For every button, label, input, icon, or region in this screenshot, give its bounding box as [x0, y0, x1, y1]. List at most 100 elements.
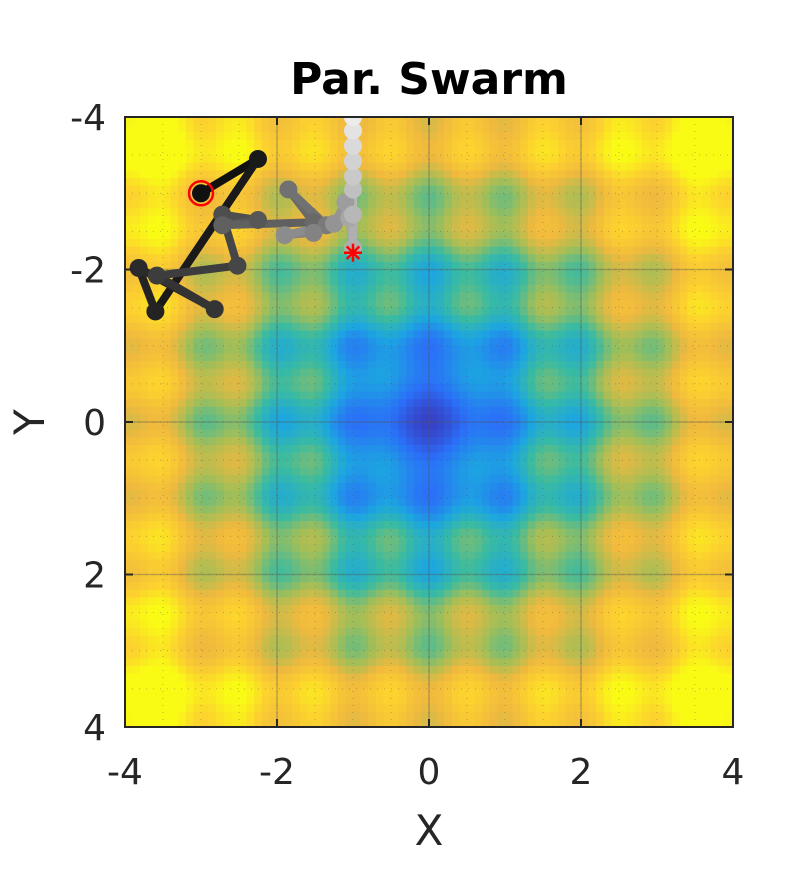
heatmap-cell	[223, 582, 232, 591]
heatmap-cell	[178, 711, 187, 720]
heatmap-cell	[223, 681, 232, 690]
heatmap-cell	[132, 383, 141, 393]
heatmap-cell	[436, 231, 445, 240]
heatmap-cell	[398, 322, 407, 332]
heatmap-cell	[246, 307, 255, 316]
heatmap-cell	[132, 391, 141, 400]
heatmap-cell	[163, 162, 172, 171]
heatmap-cell	[193, 711, 202, 720]
heatmap-cell	[216, 269, 225, 278]
heatmap-cell	[383, 193, 392, 202]
heatmap-cell	[140, 315, 149, 324]
heatmap-cell	[550, 292, 559, 301]
heatmap-cell	[497, 254, 506, 263]
heatmap-cell	[497, 605, 506, 614]
heatmap-cell	[459, 155, 468, 164]
heatmap-cell	[535, 292, 544, 301]
heatmap-cell	[155, 627, 164, 637]
heatmap-cell	[216, 422, 225, 431]
heatmap-cell	[535, 307, 544, 316]
heatmap-cell	[185, 627, 194, 637]
heatmap-cell	[155, 216, 164, 225]
heatmap-cell	[429, 239, 438, 248]
heatmap-cell	[505, 422, 514, 431]
heatmap-cell	[299, 627, 308, 637]
heatmap-cell	[375, 223, 384, 232]
heatmap-cell	[558, 239, 567, 248]
heatmap-cell	[467, 696, 476, 705]
heatmap-cell	[444, 353, 453, 362]
heatmap-cell	[421, 185, 430, 194]
heatmap-cell	[239, 498, 248, 507]
heatmap-cell	[261, 246, 270, 255]
heatmap-cell	[193, 452, 202, 461]
heatmap-cell	[581, 406, 590, 415]
heatmap-cell	[216, 185, 225, 194]
heatmap-cell	[550, 383, 559, 393]
heatmap-cell	[413, 322, 422, 332]
heatmap-cell	[497, 383, 506, 393]
heatmap-cell	[482, 307, 491, 316]
heatmap-cell	[216, 498, 225, 507]
heatmap-cell	[467, 635, 476, 644]
heatmap-cell	[505, 261, 514, 271]
heatmap-cell	[353, 536, 362, 545]
heatmap-cell	[330, 444, 339, 454]
heatmap-cell	[284, 643, 293, 652]
heatmap-cell	[482, 582, 491, 591]
heatmap-cell	[406, 620, 415, 629]
heatmap-cell	[520, 544, 529, 553]
heatmap-cell	[489, 681, 498, 690]
heatmap-cell	[292, 414, 301, 423]
heatmap-cell	[543, 719, 552, 727]
heatmap-cell	[368, 269, 377, 278]
heatmap-cell	[375, 505, 384, 515]
heatmap-cell	[315, 300, 324, 309]
heatmap-cell	[322, 437, 331, 446]
heatmap-cell	[527, 513, 536, 522]
heatmap-cell	[284, 345, 293, 354]
heatmap-cell	[337, 361, 346, 370]
heatmap-cell	[216, 620, 225, 629]
heatmap-cell	[254, 582, 263, 591]
heatmap-cell	[170, 696, 179, 705]
heatmap-cell	[421, 452, 430, 461]
heatmap-cell	[193, 147, 202, 156]
heatmap-cell	[482, 452, 491, 461]
heatmap-cell	[512, 536, 521, 545]
heatmap-cell	[322, 467, 331, 476]
heatmap-cell	[413, 673, 422, 682]
heatmap-cell	[223, 536, 232, 545]
heatmap-cell	[436, 544, 445, 553]
heatmap-cell	[436, 162, 445, 171]
heatmap-cell	[391, 376, 400, 385]
heatmap-cell	[322, 139, 331, 149]
heatmap-cell	[421, 414, 430, 423]
heatmap-cell	[444, 467, 453, 476]
heatmap-cell	[421, 536, 430, 545]
heatmap-cell	[345, 300, 354, 309]
heatmap-cell	[261, 147, 270, 156]
heatmap-cell	[391, 422, 400, 431]
heatmap-cell	[125, 208, 134, 217]
heatmap-cell	[406, 261, 415, 271]
heatmap-cell	[353, 605, 362, 614]
heatmap-cell	[269, 635, 278, 644]
heatmap-cell	[345, 681, 354, 690]
heatmap-cell	[307, 200, 316, 210]
heatmap-cell	[147, 338, 156, 347]
heatmap-cell	[254, 368, 263, 377]
heatmap-cell	[505, 132, 514, 141]
heatmap-cell	[520, 223, 529, 232]
heatmap-cell	[208, 551, 217, 560]
heatmap-cell	[558, 170, 567, 179]
heatmap-cell	[581, 605, 590, 614]
heatmap-cell	[185, 178, 194, 187]
heatmap-cell	[345, 612, 354, 621]
heatmap-cell	[558, 544, 567, 553]
heatmap-cell	[543, 208, 552, 217]
heatmap-cell	[421, 162, 430, 171]
heatmap-cell	[451, 528, 460, 537]
heatmap-cell	[239, 559, 248, 568]
heatmap-cell	[482, 185, 491, 194]
